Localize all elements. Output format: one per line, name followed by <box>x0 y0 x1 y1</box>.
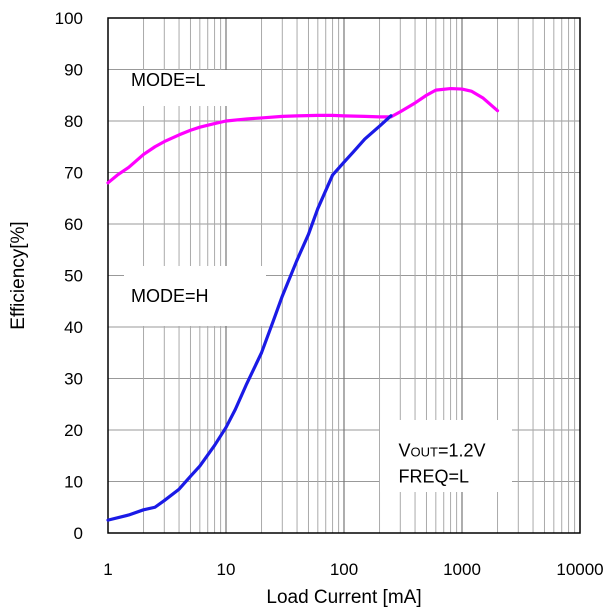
annotation-bg-mode-h <box>124 266 266 326</box>
series-layer <box>106 86 500 522</box>
annotation-bg-mode-l <box>124 70 246 106</box>
y-tick-label: 40 <box>64 318 83 337</box>
y-tick-label: 100 <box>55 9 83 28</box>
x-tick-labels: 1 10 100 1000 10000 <box>103 560 603 579</box>
annotation-bg-conditions <box>380 420 512 492</box>
plot-frame <box>107 17 581 534</box>
y-tick-label: 90 <box>64 61 83 80</box>
x-tick-label: 1 <box>103 560 112 579</box>
y-tick-label: 20 <box>64 421 83 440</box>
y-tick-label: 10 <box>64 473 83 492</box>
annotation-vout-1-2v: VOUT=1.2V <box>398 441 485 461</box>
annotation-mode-h: MODE=H <box>131 286 209 306</box>
x-tick-label: 100 <box>330 560 358 579</box>
x-axis-label: Load Current [mA] <box>266 587 421 608</box>
series-line-mode-h <box>106 114 393 522</box>
annotations: MODE=L MODE=H VOUT=1.2V FREQ=L <box>131 70 485 487</box>
annotation-freq-l: FREQ=L <box>398 466 469 486</box>
series-line-mode-l <box>106 86 500 185</box>
y-tick-label: 70 <box>64 164 83 183</box>
y-tick-labels: 0 10 20 30 40 50 60 70 80 90 100 <box>55 9 83 543</box>
y-tick-label: 0 <box>74 524 83 543</box>
x-tick-label: 10000 <box>556 560 603 579</box>
x-tick-label: 10 <box>217 560 236 579</box>
annotation-backgrounds <box>124 70 512 492</box>
x-tick-label: 1000 <box>443 560 481 579</box>
y-axis-label: Efficiency[%] <box>8 221 29 329</box>
y-tick-label: 50 <box>64 267 83 286</box>
y-tick-label: 30 <box>64 370 83 389</box>
annotation-mode-l: MODE=L <box>131 70 206 90</box>
y-tick-label: 60 <box>64 215 83 234</box>
y-tick-label: 80 <box>64 112 83 131</box>
